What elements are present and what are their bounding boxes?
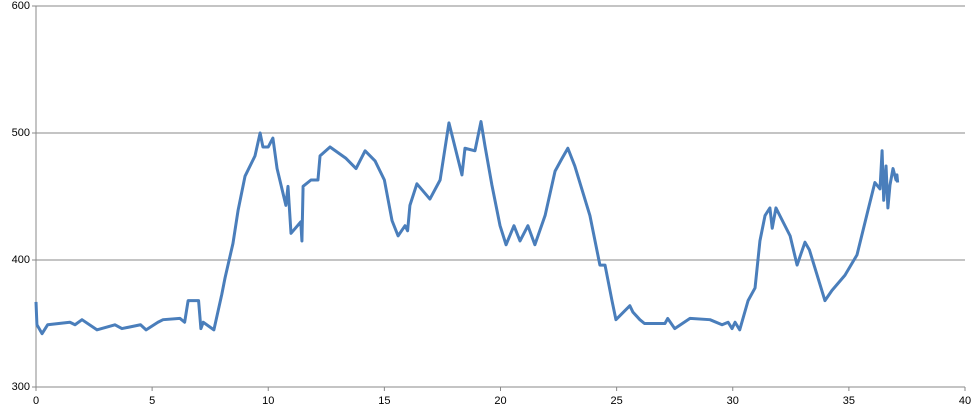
y-tick-label: 600 <box>12 0 30 12</box>
y-tick-label: 300 <box>12 381 30 393</box>
x-tick-label: 5 <box>149 395 155 407</box>
data-line <box>34 120 900 336</box>
x-tick-label: 15 <box>378 395 390 407</box>
x-tick-label: 25 <box>611 395 623 407</box>
y-tick-label: 400 <box>12 254 30 266</box>
y-tick-label: 500 <box>12 127 30 139</box>
x-tick-label: 20 <box>494 395 506 407</box>
x-tick-label: 10 <box>262 395 274 407</box>
x-tick-label: 0 <box>33 395 39 407</box>
x-tick-label: 35 <box>843 395 855 407</box>
x-tick-label: 30 <box>727 395 739 407</box>
x-tick-label: 40 <box>959 395 971 407</box>
